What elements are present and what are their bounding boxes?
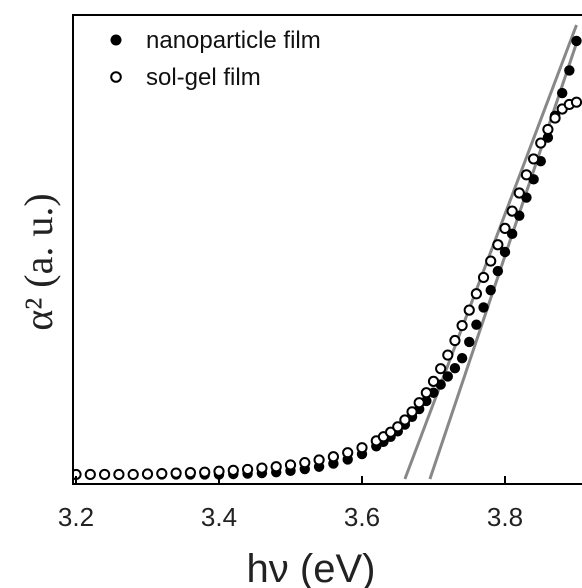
nanoparticle-point: [485, 284, 496, 296]
sol-gel-point: [528, 153, 540, 165]
sol-gel-point: [256, 462, 268, 474]
sol-gel-point: [184, 467, 196, 479]
sol-gel-point: [442, 349, 454, 361]
nanoparticle-point: [557, 87, 568, 99]
sol-gel-point: [413, 397, 425, 409]
sol-gel-point: [141, 468, 154, 480]
sol-gel-point: [449, 334, 461, 347]
sol-gel-point: [549, 112, 561, 124]
legend: nanoparticle film sol-gel film: [110, 27, 321, 91]
x-tick-label: 3.6: [344, 502, 380, 532]
sol-gel-point: [170, 467, 182, 479]
nanoparticle-point: [471, 319, 482, 330]
nanoparticle-point: [456, 353, 468, 364]
y-axis-title: α² (a. u.): [16, 193, 61, 330]
sol-gel-point: [420, 387, 432, 399]
sol-gel-point: [520, 169, 533, 181]
sol-gel-point: [385, 426, 397, 438]
x-tick-label: 3.8: [487, 502, 523, 532]
data-points: [73, 35, 582, 481]
sol-gel-point: [127, 468, 139, 481]
sol-gel-point: [299, 457, 311, 469]
sol-gel-point: [342, 447, 354, 459]
sol-gel-point: [399, 414, 411, 426]
sol-gel-point: [456, 319, 468, 332]
sol-gel-point: [356, 442, 368, 454]
legend-marker: [110, 34, 122, 46]
legend-label: nanoparticle film: [146, 27, 321, 54]
x-tick-label: 3.2: [58, 502, 94, 532]
sol-gel-point: [506, 205, 518, 217]
sol-gel-point: [535, 137, 547, 149]
legend-label: sol-gel film: [146, 64, 261, 91]
nanoparticle-point: [564, 65, 575, 76]
sol-gel-point: [313, 454, 325, 466]
sol-gel-point: [113, 468, 125, 481]
sol-gel-point: [227, 464, 239, 476]
fit-line-1: [403, 24, 578, 480]
nanoparticle-point: [571, 35, 582, 47]
sol-gel-point: [492, 239, 504, 251]
x-tick-label: 3.4: [201, 502, 237, 532]
nanoparticle-point: [449, 363, 461, 374]
nanoparticle-point: [499, 246, 511, 258]
nanoparticle-point: [478, 302, 489, 313]
sol-gel-point: [435, 363, 447, 375]
fit-line-2: [428, 42, 578, 480]
nanoparticle-point: [464, 336, 475, 348]
sol-gel-point: [513, 187, 525, 199]
nanoparticle-point: [492, 265, 504, 277]
sol-gel-point: [242, 463, 254, 476]
sol-gel-point: [327, 451, 339, 463]
sol-gel-point: [542, 123, 554, 136]
nanoparticle-point: [442, 371, 453, 382]
sol-gel-point: [213, 465, 225, 477]
sol-gel-point: [499, 222, 511, 234]
sol-gel-point: [284, 459, 297, 471]
sol-gel-point: [406, 406, 418, 418]
plot-frame: [72, 14, 582, 485]
sol-gel-point: [427, 375, 440, 387]
sol-gel-point: [477, 271, 490, 284]
x-ticks: 3.2 3.4 3.6 3.8: [58, 476, 523, 532]
sol-gel-point: [199, 466, 211, 478]
sol-gel-point: [485, 255, 497, 267]
legend-marker: [110, 71, 122, 83]
fit-lines: [403, 24, 578, 480]
sol-gel-point: [570, 96, 582, 108]
sol-gel-point: [84, 468, 96, 481]
sol-gel-point: [392, 421, 404, 433]
sol-gel-point: [156, 467, 168, 480]
sol-gel-point: [470, 288, 482, 300]
sol-gel-point: [270, 461, 282, 473]
x-axis-title: hν (eV): [247, 547, 376, 588]
sol-gel-point: [463, 304, 475, 316]
sol-gel-point: [99, 468, 111, 481]
